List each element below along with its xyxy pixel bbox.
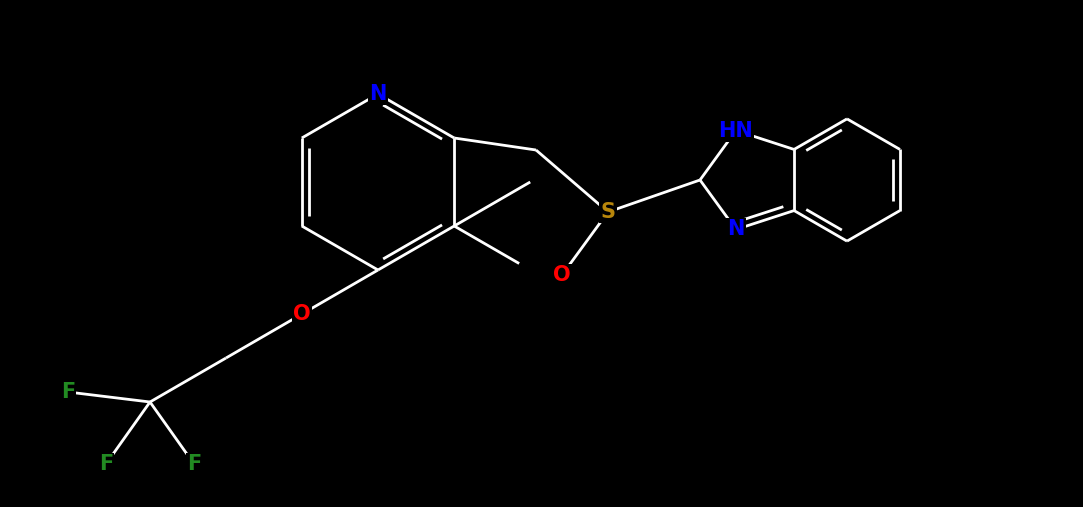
Text: N: N <box>369 84 387 104</box>
Text: F: F <box>61 382 75 402</box>
Text: N: N <box>728 220 745 239</box>
Text: F: F <box>99 454 113 474</box>
Text: F: F <box>187 454 201 474</box>
Text: S: S <box>600 202 615 222</box>
Text: O: O <box>553 265 571 285</box>
Text: HN: HN <box>718 121 754 140</box>
Text: O: O <box>293 304 311 324</box>
